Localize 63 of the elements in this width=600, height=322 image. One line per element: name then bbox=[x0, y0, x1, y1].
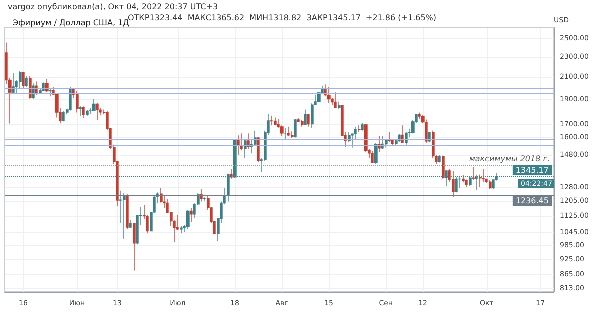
candlestick bbox=[442, 156, 445, 180]
candlestick bbox=[287, 126, 290, 137]
candlestick bbox=[22, 72, 25, 90]
candlestick bbox=[244, 140, 247, 158]
ref-line-label: 1345.17 bbox=[516, 166, 549, 175]
candlestick bbox=[230, 168, 233, 180]
candlestick bbox=[126, 194, 129, 230]
ref-line-label: 1236.45 bbox=[516, 196, 549, 206]
candlestick bbox=[472, 167, 475, 181]
candlestick bbox=[92, 99, 96, 112]
candlestick bbox=[371, 151, 374, 164]
candlestick bbox=[297, 118, 300, 123]
candlestick bbox=[338, 102, 341, 110]
candlestick bbox=[291, 131, 294, 139]
text: ОТКР1323.44 МАКС1365.62 МИН1318.82 ЗАКР1345.17 +21.86 (+1.65%) bbox=[128, 14, 437, 22]
chart-title: Эфириум / Доллар США, 1Д bbox=[13, 18, 130, 28]
text: vargoz опубликовал(а), Окт 04, 2022 20:37 UTC+3 bbox=[8, 2, 218, 12]
candlestick bbox=[401, 125, 404, 144]
candlestick bbox=[62, 111, 65, 122]
candlestick bbox=[455, 176, 458, 194]
candlestick bbox=[180, 226, 183, 234]
candlestick bbox=[452, 171, 455, 198]
candlestick bbox=[438, 154, 441, 164]
candlestick bbox=[307, 114, 310, 128]
candlestick bbox=[186, 210, 190, 230]
candlestick bbox=[82, 106, 85, 119]
candlestick bbox=[301, 120, 304, 128]
candlestick bbox=[388, 132, 391, 142]
candlestick bbox=[425, 119, 428, 144]
candlestick bbox=[247, 133, 250, 150]
candlestick bbox=[304, 109, 307, 126]
candlestick bbox=[284, 128, 287, 141]
candlestick bbox=[12, 72, 15, 94]
candlestick bbox=[123, 193, 126, 240]
candlestick bbox=[86, 110, 89, 116]
ref-line-label: максимумы 2018 г. bbox=[469, 154, 550, 164]
candlestick bbox=[270, 116, 273, 126]
candlestick bbox=[79, 106, 82, 117]
candlestick bbox=[240, 133, 243, 151]
candlestick bbox=[76, 91, 79, 114]
candlestick bbox=[129, 220, 132, 229]
candlestick bbox=[25, 76, 28, 88]
candlestick bbox=[257, 137, 260, 162]
candlestick bbox=[274, 117, 277, 126]
candlestick bbox=[69, 86, 72, 112]
candlestick bbox=[327, 86, 331, 104]
candlestick bbox=[358, 125, 361, 133]
candlestick bbox=[361, 122, 364, 132]
candlestick bbox=[190, 208, 193, 222]
candlestick bbox=[489, 180, 492, 190]
candlestick bbox=[294, 118, 297, 138]
candlestick bbox=[49, 88, 52, 97]
candlestick bbox=[374, 143, 378, 165]
candlestick bbox=[405, 132, 408, 146]
candlestick bbox=[203, 196, 206, 202]
candlestick bbox=[465, 179, 468, 188]
candlestick bbox=[29, 76, 32, 100]
candlestick bbox=[385, 138, 388, 148]
candlestick bbox=[418, 112, 421, 120]
candlestick bbox=[334, 92, 337, 109]
candlestick bbox=[96, 102, 99, 121]
candlestick bbox=[237, 135, 240, 156]
candlestick bbox=[133, 222, 136, 272]
